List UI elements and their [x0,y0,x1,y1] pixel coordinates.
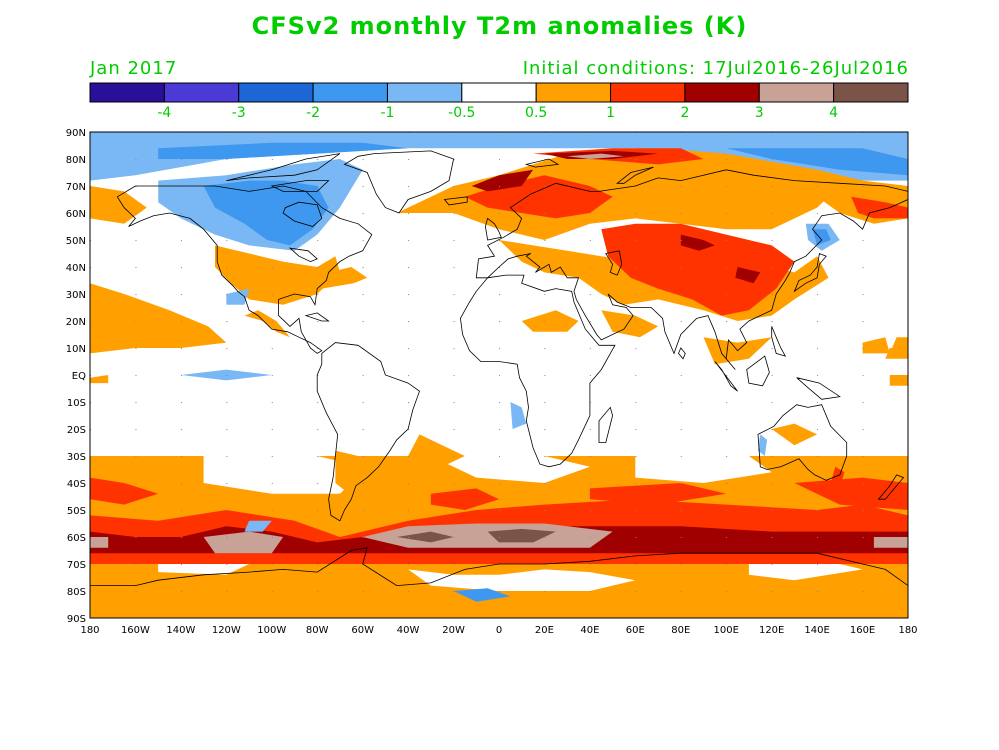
longitude-label: 160W [121,625,150,636]
chart-title: CFSv2 monthly T2m anomalies (K) [251,12,748,40]
legend-label: 4 [829,105,838,121]
latitude-label: 30N [66,290,86,301]
coastline [475,169,908,370]
forecast-month: Jan 2017 [90,58,178,79]
longitude-label: 0 [496,625,502,636]
legend-label: 1 [606,105,615,121]
latitude-label: EQ [72,371,86,382]
coastline [316,342,420,522]
initial-conditions: Initial conditions: 17Jul2016-26Jul2016 [522,58,909,79]
longitude-label: 60E [626,625,645,636]
coastline [796,377,841,400]
latitude-label: 80S [67,587,86,598]
legend-label: -3 [232,105,246,121]
legend-swatch [833,82,909,103]
coastline [343,150,455,214]
longitude-label: 180 [898,625,917,636]
latitude-label: 20N [66,317,86,328]
coastline [714,361,738,392]
latitude-label: 10N [66,344,86,355]
coastline [288,247,318,263]
longitude-label: 120W [212,625,241,636]
coastline [877,474,905,500]
latitude-label: 40N [66,263,86,274]
coastline [90,547,908,618]
longitude-label: 60W [351,625,374,636]
longitude-label: 120E [759,625,784,636]
coastlines [90,150,908,618]
legend-label: -4 [157,105,171,121]
coastline [616,166,654,184]
latitude-label: 70S [67,560,86,571]
latitude-label: 30S [67,452,86,463]
coastline [771,326,787,357]
coastline [793,252,827,293]
coastline [678,347,686,360]
longitude-label: 40E [580,625,599,636]
coastline [459,274,616,468]
longitude-label: 140E [804,625,829,636]
coastline [746,355,770,387]
coastline [226,153,341,181]
coastline [598,406,614,443]
coastline [484,217,502,241]
latitude-label: 40S [67,479,86,490]
coastline [282,201,323,227]
coastline [443,196,468,206]
latitude-label: 90N [66,128,86,139]
legend-label: 0.5 [525,105,547,121]
legend-label: -2 [306,105,320,121]
color-legend: -4 -3 -2 -1 -0.5 0.5 1 2 3 4 [89,82,909,121]
latitude-label: 20S [67,425,86,436]
longitude-label: 20E [535,625,554,636]
legend-label: 2 [680,105,689,121]
latitude-label: 10S [67,398,86,409]
latitude-label: 80N [66,155,86,166]
longitude-labels: 180 160W 140W 120W 100W 80W 60W 40W 20W 0 20E 40E 60… [80,625,917,636]
longitude-label: 80W [306,625,329,636]
longitude-label: 80E [671,625,690,636]
longitude-label: 140W [166,625,195,636]
longitude-label: 40W [397,625,420,636]
legend-label: -0.5 [448,105,475,121]
latitude-label: 70N [66,182,86,193]
latitude-label: 60S [67,533,86,544]
longitude-label: 180 [80,625,99,636]
coastline [524,158,560,168]
coastline [304,312,330,322]
map-frame [89,131,909,619]
longitude-label: 20W [442,625,465,636]
longitude-label: 100W [257,625,286,636]
legend-label: -1 [380,105,394,121]
coastline [116,185,373,354]
coastline [270,180,330,192]
coastline [757,404,848,481]
latitude-label: 60N [66,209,86,220]
coastline [605,250,623,276]
latitude-label: 50S [67,506,86,517]
latitude-label: 50N [66,236,86,247]
longitude-label: 160E [850,625,875,636]
latitude-labels: 90N 80N 70N 60N 50N 40N 30N 20N 10N EQ 10S 20S 30S 40… [66,128,86,625]
graticule-dots [90,132,908,618]
legend-label: 3 [755,105,764,121]
latitude-label: 90S [67,614,86,625]
longitude-label: 100E [714,625,739,636]
